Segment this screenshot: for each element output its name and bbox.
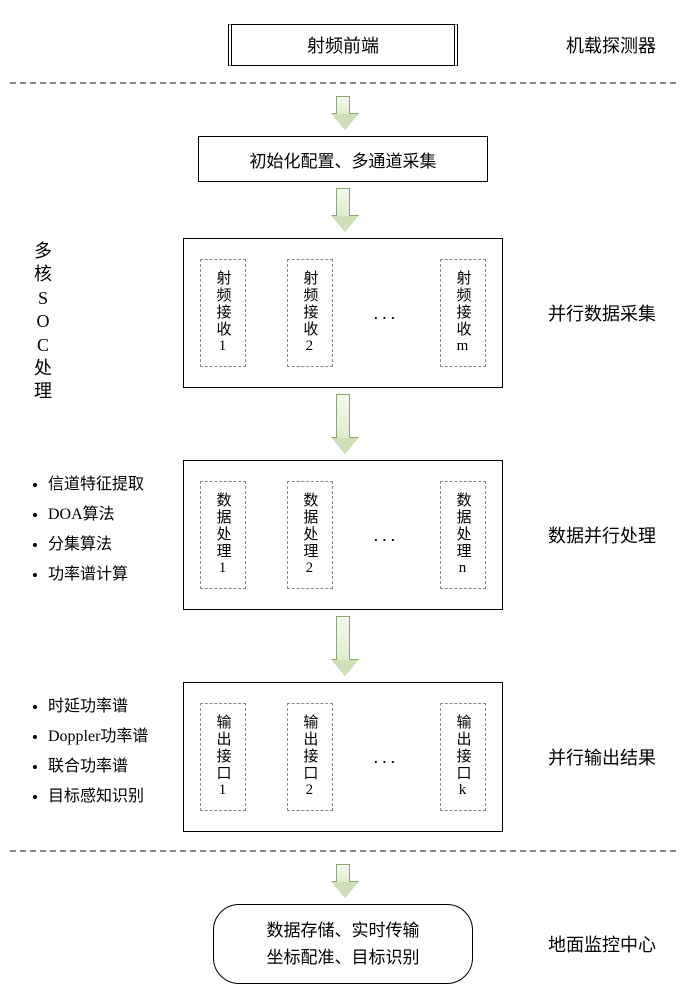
stage3-bullet-1: 时延功率谱 bbox=[48, 692, 148, 716]
arrow-3 bbox=[332, 394, 354, 454]
row-stage2: 信道特征提取 DOA算法 分集算法 功率谱计算 数据处理1 数据处理2 ... … bbox=[10, 460, 676, 610]
rf-frontend-box: 射频前端 bbox=[228, 24, 458, 66]
init-label: 初始化配置、多通道采集 bbox=[250, 147, 437, 172]
arrow-2 bbox=[332, 188, 354, 232]
stage3-ellipsis: ... bbox=[374, 747, 400, 768]
row-stage3: 时延功率谱 Doppler功率谱 联合功率谱 目标感知识别 输出接口1 输出接口… bbox=[10, 682, 676, 832]
stage1-box: 射频接收1 射频接收2 ... 射频接收m bbox=[183, 238, 503, 388]
bottom-line2: 坐标配准、目标识别 bbox=[232, 944, 454, 971]
arrow-4 bbox=[332, 616, 354, 676]
stage2-bullet-2: DOA算法 bbox=[48, 500, 144, 524]
dashline-2 bbox=[10, 850, 676, 852]
stage2-sub-2-label: 数据处理2 bbox=[299, 492, 320, 578]
stage2-bullet-4: 功率谱计算 bbox=[48, 560, 144, 584]
stage3-bullet-3: 联合功率谱 bbox=[48, 752, 148, 776]
arrow-5 bbox=[332, 864, 354, 898]
stage1-sub-2-label: 射频接收2 bbox=[299, 270, 320, 356]
stage3-bullet-4: 目标感知识别 bbox=[48, 782, 148, 806]
stage3-box: 输出接口1 输出接口2 ... 输出接口k bbox=[183, 682, 503, 832]
stage2-box: 数据处理1 数据处理2 ... 数据处理n bbox=[183, 460, 503, 610]
stage3-sub-1: 输出接口1 bbox=[200, 703, 246, 811]
top-right-label: 机载探测器 bbox=[566, 32, 656, 58]
stage1-sub-m: 射频接收m bbox=[440, 259, 486, 367]
stage2-sub-n: 数据处理n bbox=[440, 481, 486, 589]
init-box: 初始化配置、多通道采集 bbox=[198, 136, 488, 182]
row-init: 初始化配置、多通道采集 bbox=[10, 136, 676, 182]
stage1-right-label: 并行数据采集 bbox=[548, 300, 656, 326]
stage3-bullet-2: Doppler功率谱 bbox=[48, 722, 148, 746]
stage2-sub-2: 数据处理2 bbox=[287, 481, 333, 589]
stage1-sub-2: 射频接收2 bbox=[287, 259, 333, 367]
stage2-sub-1: 数据处理1 bbox=[200, 481, 246, 589]
bottom-right-label: 地面监控中心 bbox=[548, 931, 656, 957]
stage1-ellipsis: ... bbox=[374, 303, 400, 324]
stage3-left-bullets: 时延功率谱 Doppler功率谱 联合功率谱 目标感知识别 bbox=[30, 692, 148, 812]
stage3-sub-2: 输出接口2 bbox=[287, 703, 333, 811]
rf-frontend-label: 射频前端 bbox=[307, 32, 379, 58]
stage2-ellipsis: ... bbox=[374, 525, 400, 546]
row-bottom: 数据存储、实时传输 坐标配准、目标识别 地面监控中心 bbox=[10, 904, 676, 984]
stage3-right-label: 并行输出结果 bbox=[548, 744, 656, 770]
stage3-sub-2-label: 输出接口2 bbox=[299, 714, 320, 800]
stage1-sub-1-label: 射频接收1 bbox=[213, 270, 234, 356]
stage2-sub-n-label: 数据处理n bbox=[452, 492, 473, 578]
stage2-left-bullets: 信道特征提取 DOA算法 分集算法 功率谱计算 bbox=[30, 470, 144, 590]
bottom-capsule: 数据存储、实时传输 坐标配准、目标识别 bbox=[213, 904, 473, 984]
arrow-1 bbox=[332, 96, 354, 130]
stage2-bullet-3: 分集算法 bbox=[48, 530, 144, 554]
stage2-sub-1-label: 数据处理1 bbox=[213, 492, 234, 578]
dashline-1 bbox=[10, 82, 676, 84]
stage1-sub-1: 射频接收1 bbox=[200, 259, 246, 367]
row-stage1: 射频接收1 射频接收2 ... 射频接收m 并行数据采集 bbox=[10, 238, 676, 388]
bottom-line1: 数据存储、实时传输 bbox=[232, 917, 454, 944]
stage3-sub-k-label: 输出接口k bbox=[452, 714, 473, 800]
stage3-sub-1-label: 输出接口1 bbox=[213, 714, 234, 800]
stage2-bullet-1: 信道特征提取 bbox=[48, 470, 144, 494]
row-top: 射频前端 机载探测器 bbox=[10, 20, 676, 70]
stage3-sub-k: 输出接口k bbox=[440, 703, 486, 811]
stage1-sub-m-label: 射频接收m bbox=[452, 270, 473, 356]
stage2-right-label: 数据并行处理 bbox=[548, 522, 656, 548]
